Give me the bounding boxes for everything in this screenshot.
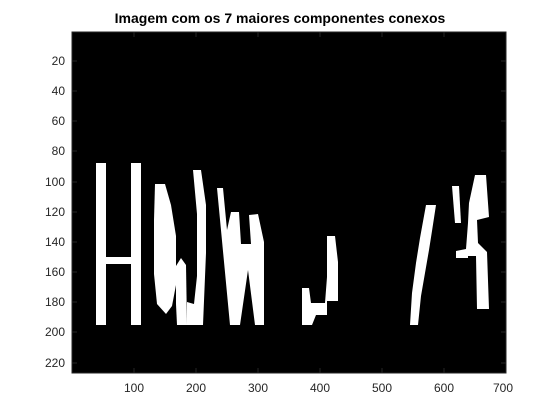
x-tick-label: 500 xyxy=(372,381,392,395)
axes-border xyxy=(71,31,507,374)
x-tick-label: 600 xyxy=(434,381,454,395)
x-tick-label: 400 xyxy=(310,381,330,395)
y-tick-label: 120 xyxy=(45,205,65,219)
component-right-symbol xyxy=(456,175,489,309)
component-right-curve xyxy=(187,170,206,325)
y-tick-label: 40 xyxy=(52,84,66,98)
component-slash-stroke xyxy=(410,205,436,325)
y-tick-label: 20 xyxy=(52,54,66,68)
y-tick-label: 200 xyxy=(45,325,65,339)
y-tick-label: 180 xyxy=(45,295,65,309)
component-narrow-curve xyxy=(176,258,187,325)
component-open-left-curve xyxy=(154,184,176,314)
y-axis: 20 40 60 80 100 120 140 160 180 200 220 xyxy=(45,54,506,370)
y-tick-label: 80 xyxy=(52,144,66,158)
component-small-left-bar xyxy=(452,186,461,223)
x-tick-label: 100 xyxy=(124,381,144,395)
component-letter-w xyxy=(217,188,264,325)
x-axis: 100 200 300 400 500 600 700 xyxy=(124,32,513,395)
component-letter-h xyxy=(96,163,141,325)
component-hook-shape xyxy=(302,236,338,325)
y-tick-label: 220 xyxy=(45,356,65,370)
y-tick-label: 140 xyxy=(45,235,65,249)
y-tick-label: 100 xyxy=(45,175,65,189)
y-tick-label: 60 xyxy=(52,114,66,128)
binary-image-background xyxy=(72,32,506,373)
x-tick-label: 200 xyxy=(186,381,206,395)
y-tick-label: 160 xyxy=(45,265,65,279)
x-tick-label: 300 xyxy=(248,381,268,395)
x-tick-label: 700 xyxy=(493,381,513,395)
figure-title: Imagem com os 7 maiores componentes cone… xyxy=(114,10,446,26)
